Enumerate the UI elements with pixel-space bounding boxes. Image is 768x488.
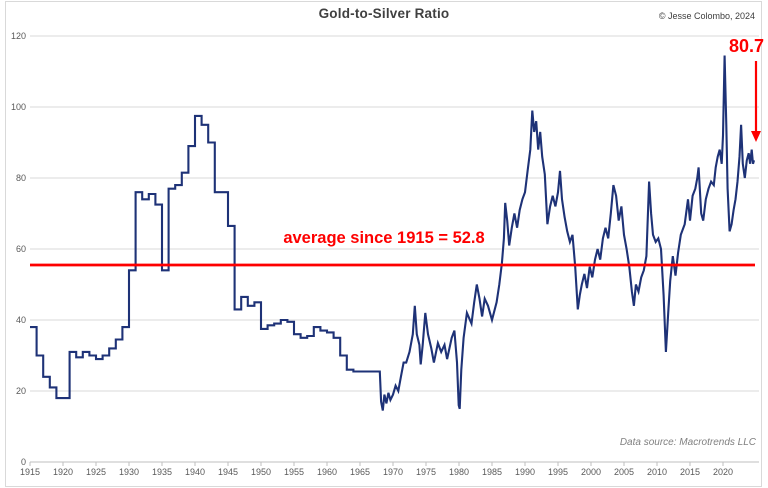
y-axis-tick-label: 40 (16, 315, 26, 325)
copyright-note: © Jesse Colombo, 2024 (658, 11, 755, 21)
x-axis-tick-label: 1990 (515, 467, 535, 477)
ratio-line-series (30, 55, 756, 411)
y-axis-tick-label: 100 (11, 102, 26, 112)
x-axis-tick-label: 1995 (548, 467, 568, 477)
x-axis-tick-label: 1970 (383, 467, 403, 477)
x-axis-tick-label: 1965 (350, 467, 370, 477)
chart-title: Gold-to-Silver Ratio (318, 6, 450, 21)
y-axis-tick-label: 0 (21, 457, 26, 467)
x-axis-tick-label: 2020 (713, 467, 733, 477)
x-axis-tick-label: 1950 (251, 467, 271, 477)
latest-value-label: 80.7 (728, 36, 764, 56)
x-axis-tick-label: 2015 (680, 467, 700, 477)
x-axis-tick-label: 1945 (218, 467, 238, 477)
x-axis-tick-label: 1960 (317, 467, 337, 477)
x-axis-tick-label: 2010 (647, 467, 667, 477)
x-axis-tick-label: 1975 (416, 467, 436, 477)
x-axis-tick-label: 2005 (614, 467, 634, 477)
x-axis-tick-label: 1920 (53, 467, 73, 477)
y-axis-tick-label: 120 (11, 31, 26, 41)
x-axis-tick-label: 1925 (86, 467, 106, 477)
arrow-down-head-icon (751, 131, 761, 142)
y-axis-tick-label: 60 (16, 244, 26, 254)
x-axis-tick-label: 1930 (119, 467, 139, 477)
x-axis-tick-label: 1955 (284, 467, 304, 477)
x-axis-tick-label: 2000 (581, 467, 601, 477)
data-source-note: Data source: Macrotrends LLC (619, 437, 756, 448)
x-axis-tick-label: 1980 (449, 467, 469, 477)
x-axis-tick-label: 1915 (20, 467, 40, 477)
y-axis-tick-label: 20 (16, 386, 26, 396)
y-axis-tick-label: 80 (16, 173, 26, 183)
average-line-label: average since 1915 = 52.8 (283, 229, 485, 247)
x-axis-tick-label: 1935 (152, 467, 172, 477)
x-axis-tick-label: 1985 (482, 467, 502, 477)
x-axis-tick-label: 1940 (185, 467, 205, 477)
